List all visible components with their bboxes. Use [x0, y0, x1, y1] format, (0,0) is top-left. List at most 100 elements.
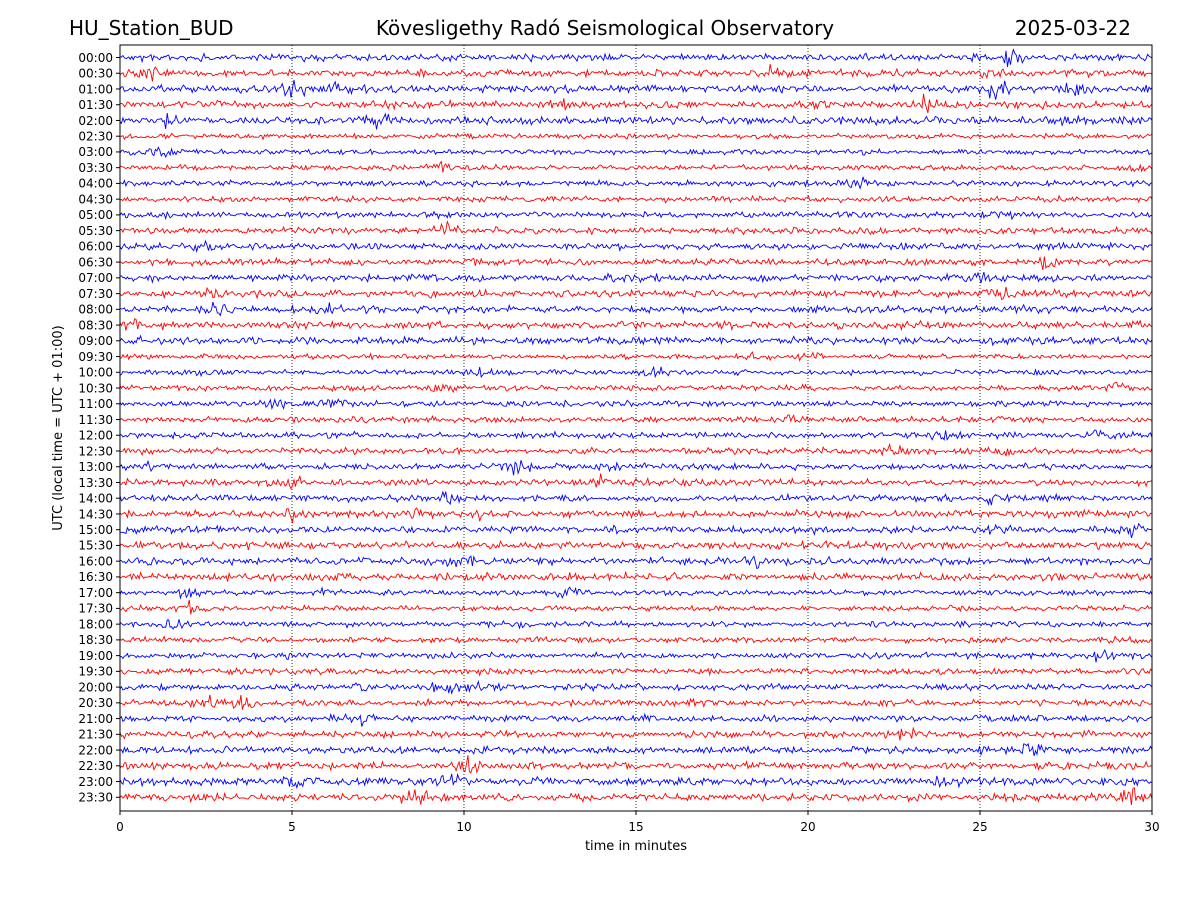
y-tick-label: 06:00 — [78, 240, 113, 254]
date-title: 2025-03-22 — [1014, 16, 1131, 40]
trace-1730 — [119, 599, 1153, 615]
y-tick-label: 22:00 — [78, 743, 113, 757]
trace-0530 — [119, 219, 1153, 236]
trace-group — [119, 48, 1153, 805]
y-tick-label: 07:30 — [78, 287, 113, 301]
trace-1430 — [119, 507, 1153, 524]
y-tick-label: 21:00 — [78, 712, 113, 726]
y-tick-label: 16:00 — [78, 554, 113, 568]
trace-1530 — [119, 539, 1153, 552]
y-tick-label: 23:00 — [78, 775, 113, 789]
y-tick-label: 13:00 — [78, 460, 113, 474]
trace-0330 — [119, 160, 1153, 173]
trace-1800 — [119, 619, 1153, 630]
trace-2130 — [119, 726, 1153, 741]
y-tick-label: 02:00 — [78, 114, 113, 128]
trace-0700 — [119, 271, 1153, 284]
y-tick-label: 15:00 — [78, 523, 113, 537]
trace-0500 — [119, 210, 1153, 221]
y-tick-label: 15:30 — [78, 539, 113, 553]
trace-1030 — [119, 381, 1153, 394]
trace-0930 — [120, 351, 1153, 362]
y-tick-label: 05:00 — [78, 208, 113, 222]
trace-0400 — [119, 176, 1153, 190]
trace-0600 — [119, 239, 1153, 254]
trace-1900 — [120, 648, 1153, 663]
y-tick-label: 00:30 — [78, 67, 113, 81]
y-tick-label: 10:30 — [78, 381, 113, 395]
observatory-title: Kövesligethy Radó Seismological Observat… — [375, 16, 835, 40]
trace-0430 — [119, 194, 1153, 204]
trace-2100 — [119, 712, 1153, 727]
trace-0300 — [119, 146, 1153, 159]
y-axis-label: UTC (local time = UTC + 01:00) — [51, 325, 66, 530]
trace-2300 — [119, 772, 1153, 790]
trace-0000 — [119, 48, 1153, 67]
trace-0230 — [119, 132, 1153, 141]
trace-0800 — [119, 301, 1153, 317]
y-tick-label: 02:30 — [78, 130, 113, 144]
x-tick-label: 15 — [628, 820, 643, 834]
y-tick-label: 07:00 — [78, 271, 113, 285]
trace-2030 — [119, 694, 1153, 710]
trace-0200 — [119, 112, 1153, 130]
grid-lines — [291, 45, 981, 811]
trace-1930 — [119, 667, 1153, 677]
y-tick-label: 04:00 — [78, 177, 113, 191]
y-tick-label: 19:00 — [78, 649, 113, 663]
y-tick-label: 20:30 — [78, 696, 113, 710]
trace-1200 — [119, 429, 1153, 442]
y-tick-label: 18:00 — [78, 617, 113, 631]
y-tick-label: 04:30 — [78, 192, 113, 206]
y-tick-label: 12:30 — [78, 444, 113, 458]
trace-0030 — [119, 64, 1153, 82]
y-tick-label: 09:30 — [78, 350, 113, 364]
y-tick-label: 14:30 — [78, 507, 113, 521]
x-tick-label: 30 — [1144, 820, 1159, 834]
trace-1300 — [119, 459, 1153, 476]
trace-2000 — [119, 679, 1153, 695]
station-title: HU_Station_BUD — [69, 16, 234, 40]
x-tick-label: 10 — [456, 820, 471, 834]
y-tick-label: 21:30 — [78, 728, 113, 742]
y-tick-label: 08:30 — [78, 318, 113, 332]
y-tick-label: 22:30 — [78, 759, 113, 773]
y-tick-label: 23:30 — [78, 791, 113, 805]
y-tick-label: 12:00 — [78, 429, 113, 443]
y-tick-label: 19:30 — [78, 665, 113, 679]
trace-0730 — [119, 286, 1153, 301]
y-tick-label: 16:30 — [78, 570, 113, 584]
y-tick-label: 11:00 — [78, 397, 113, 411]
y-tick-label: 05:30 — [78, 224, 113, 238]
trace-0900 — [119, 334, 1153, 347]
y-tick-label: 20:00 — [78, 680, 113, 694]
trace-1330 — [119, 473, 1153, 490]
trace-0100 — [119, 79, 1153, 100]
y-tick-label: 14:00 — [78, 492, 113, 506]
x-axis-label: time in minutes — [585, 839, 687, 854]
y-tick-label: 10:00 — [78, 366, 113, 380]
x-tick-label: 5 — [288, 820, 296, 834]
x-axis: 0 5 10 15 20 25 30 — [116, 811, 1160, 834]
trace-1400 — [119, 490, 1153, 506]
trace-1830 — [119, 635, 1153, 645]
trace-0830 — [119, 318, 1153, 332]
y-tick-label: 03:00 — [78, 145, 113, 159]
y-tick-label: 01:30 — [78, 98, 113, 112]
trace-0630 — [119, 256, 1153, 270]
x-tick-label: 20 — [800, 820, 815, 834]
y-tick-label: 18:30 — [78, 633, 113, 647]
trace-1700 — [119, 586, 1153, 600]
y-tick-label: 09:00 — [78, 334, 113, 348]
trace-1600 — [119, 555, 1153, 570]
y-tick-label: 03:30 — [78, 161, 113, 175]
y-tick-label: 17:00 — [78, 586, 113, 600]
y-tick-label: 13:30 — [78, 476, 113, 490]
trace-1630 — [119, 570, 1153, 583]
x-tick-label: 0 — [116, 820, 124, 834]
y-tick-label: 08:00 — [78, 303, 113, 317]
y-tick-label: 01:00 — [78, 82, 113, 96]
trace-1100 — [119, 398, 1153, 410]
